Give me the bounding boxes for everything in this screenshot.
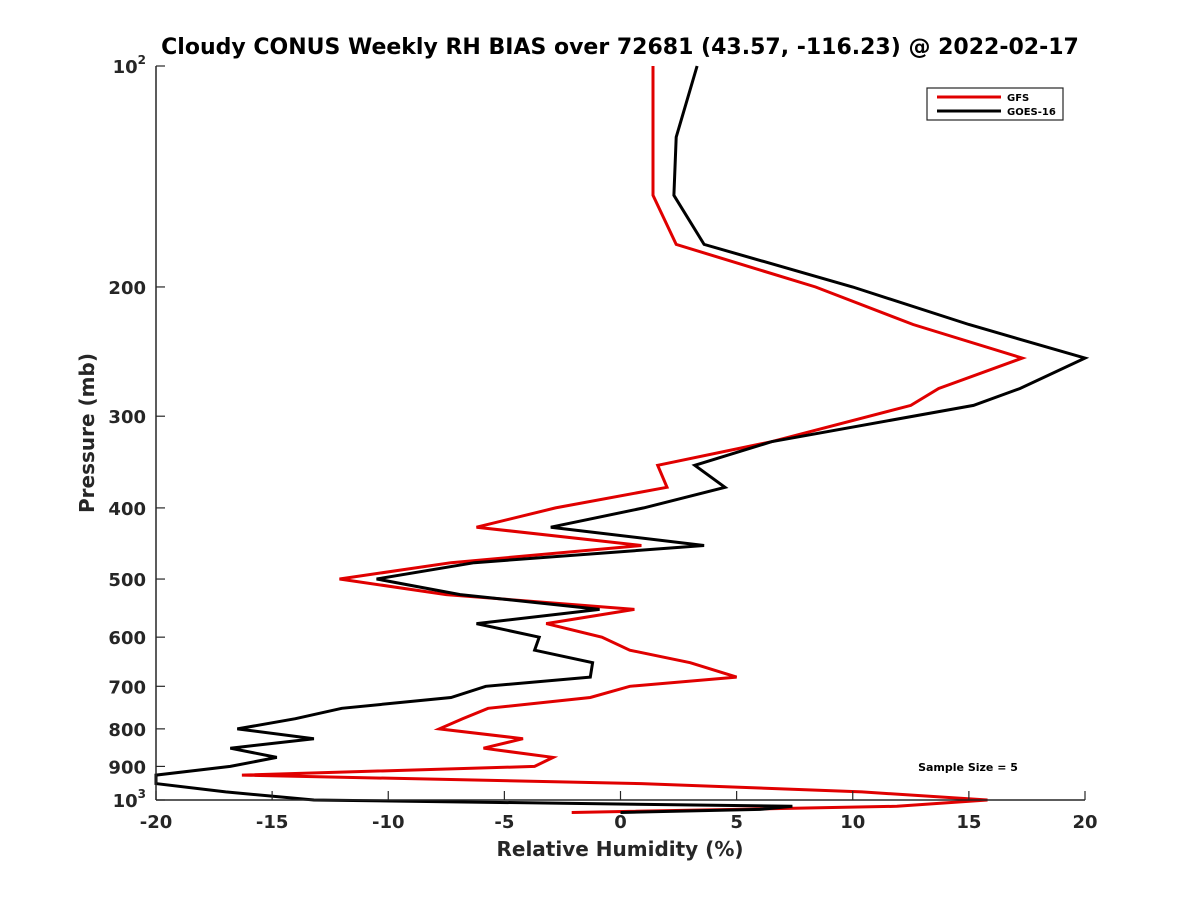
x-tick-label: 15 [956,812,981,833]
x-tick-label: -15 [256,812,289,833]
x-tick-label: -10 [372,812,405,833]
y-tick-label: 600 [108,628,146,649]
y-tick-label: 400 [108,499,146,520]
legend-label: GFS [1007,93,1029,104]
y-tick-label: 800 [108,720,146,741]
x-tick-label: 10 [840,812,865,833]
chart-title: Cloudy CONUS Weekly RH BIAS over 72681 (… [161,35,1079,60]
series-layer [154,65,1090,814]
x-tick-label: 20 [1072,812,1097,833]
x-tick-label: 5 [730,812,743,833]
y-tick-label: 300 [108,407,146,428]
series-line-goes-16 [154,65,1090,814]
y-tick-label: 900 [108,757,146,778]
legend: GFS GOES-16 [926,87,1064,121]
plot-area [156,66,1085,800]
legend-box [926,87,1064,121]
x-axis-label: Relative Humidity (%) [496,837,743,861]
axes-layer: -20 -15 -10 -5 0 5 10 15 20 102 200 300 400 500 600 700… [108,53,1097,833]
y-tick-label: 200 [108,278,146,299]
sample-size-annotation: Sample Size = 5 [918,761,1018,774]
x-tick-label: -20 [140,812,173,833]
y-tick-label: 500 [108,570,146,591]
x-tick-label: -5 [494,812,514,833]
series-line-gfs [241,66,1028,814]
y-tick-label: 700 [108,677,146,698]
y-tick-label: 103 [113,787,146,812]
y-axis-label: Pressure (mb) [75,353,99,513]
legend-label: GOES-16 [1007,107,1056,118]
y-tick-label: 102 [113,53,146,78]
x-tick-label: 0 [614,812,627,833]
